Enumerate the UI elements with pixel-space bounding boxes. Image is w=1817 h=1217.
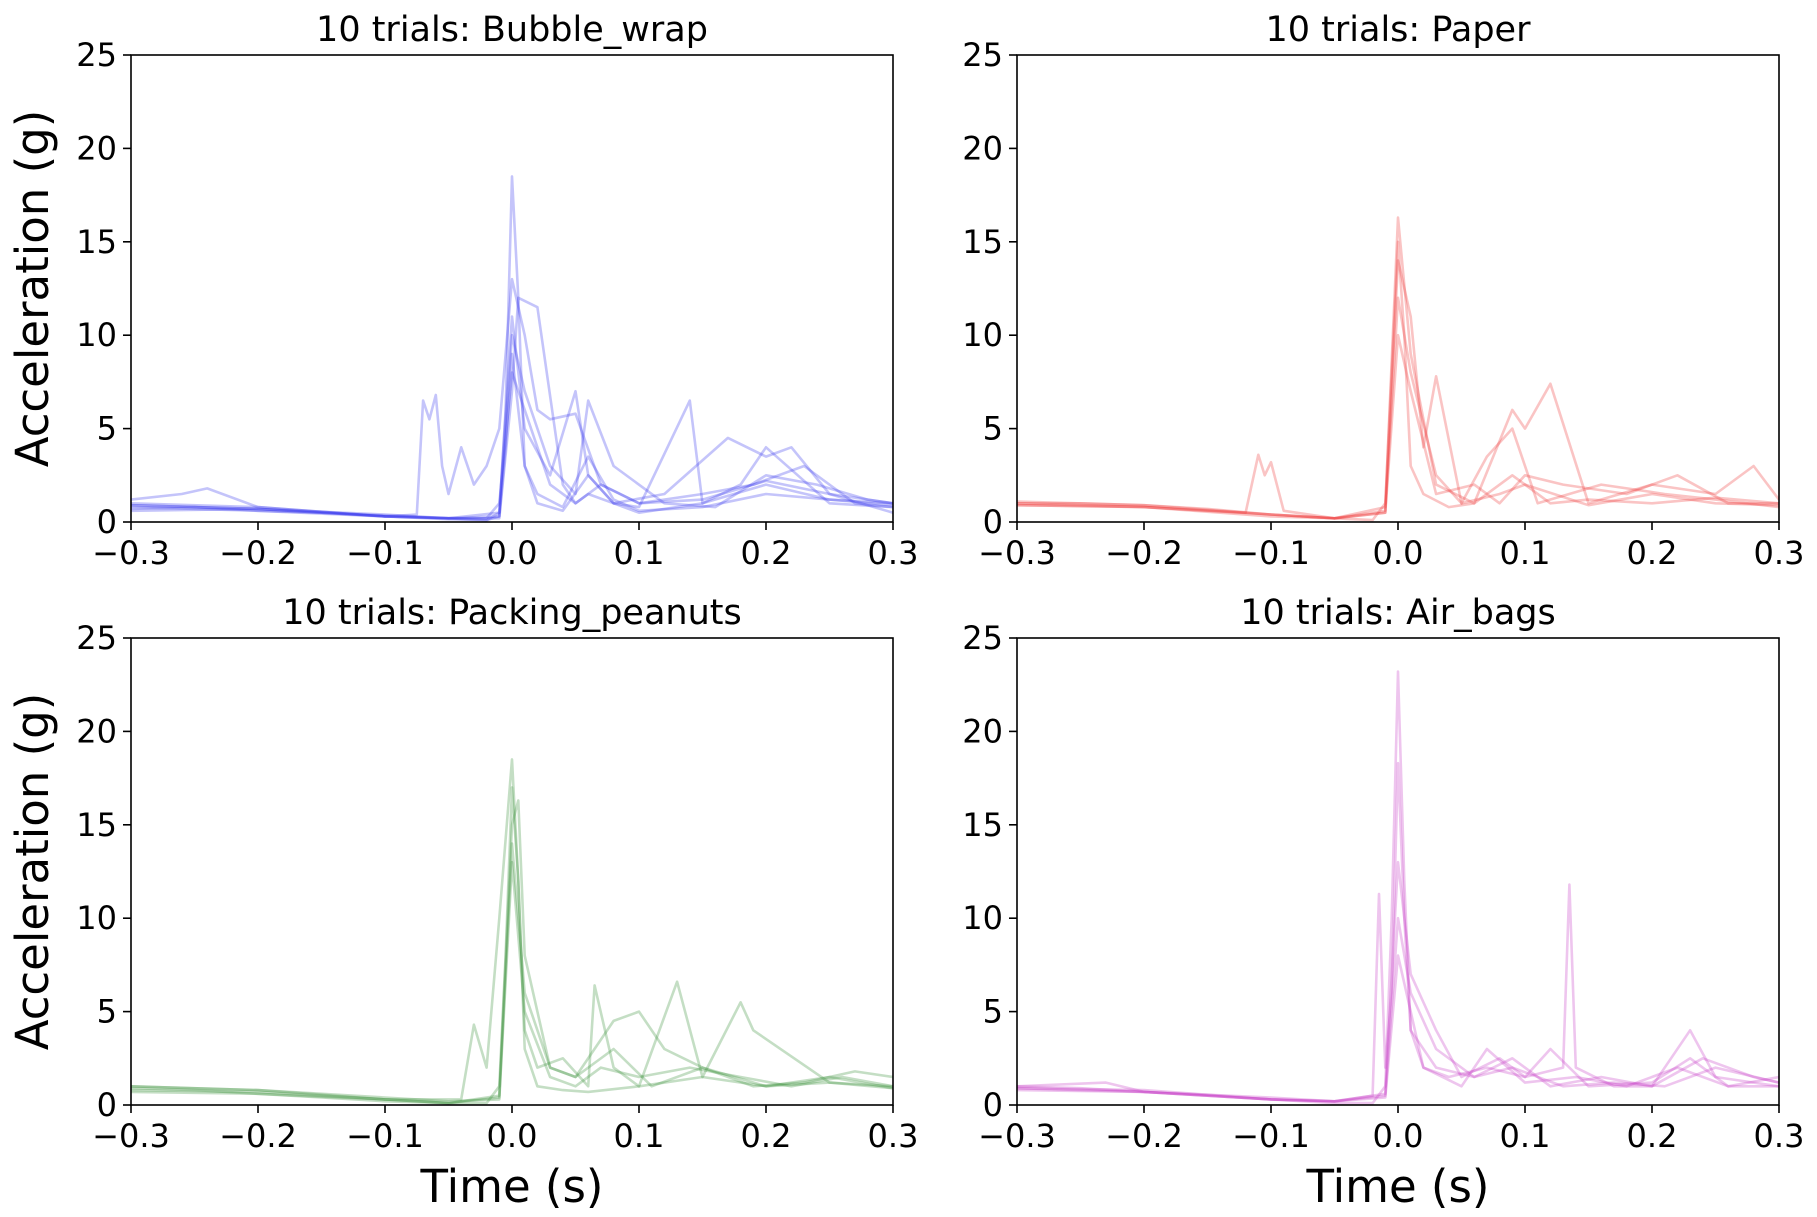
series-line-1 — [131, 786, 893, 1105]
y-tick-label: 10 — [962, 316, 1003, 354]
x-tick-label: 0.2 — [1627, 534, 1678, 572]
y-tick-label: 25 — [962, 619, 1003, 657]
series-line-2 — [131, 175, 893, 522]
series-line-4 — [131, 296, 893, 520]
x-tick-label: −0.1 — [1232, 534, 1310, 572]
panel-4: −0.3 −0.2 −0.1 0.0 0.1 0.2 0.3 0 5 10 15 20 25 10 tri… — [962, 593, 1804, 1213]
series-line-4 — [1017, 916, 1779, 1103]
x-tick-label: 0.3 — [868, 534, 919, 572]
x-tick-label: 0.2 — [741, 1117, 792, 1155]
y-tick-label: 20 — [962, 712, 1003, 750]
series-line-7 — [131, 333, 893, 520]
y-tick-label: 10 — [76, 316, 117, 354]
series-line-3 — [1017, 860, 1779, 1103]
x-tick-label: 0.2 — [1627, 1117, 1678, 1155]
y-tick-label: 0 — [97, 1086, 117, 1124]
series-line-5 — [131, 315, 893, 520]
y-tick-label: 10 — [76, 899, 117, 937]
y-tick-label: 5 — [97, 993, 117, 1031]
x-tick-label: −0.1 — [1232, 1117, 1310, 1155]
x-tick-label: −0.2 — [1105, 534, 1183, 572]
series-line-2 — [1017, 259, 1779, 520]
series-line-4 — [1017, 296, 1779, 520]
series-line-6 — [131, 371, 893, 520]
series-group — [131, 758, 893, 1105]
series-group — [1017, 216, 1779, 522]
x-tick-label: −0.1 — [346, 534, 424, 572]
x-axis-label: Time (s) — [420, 1160, 604, 1213]
y-tick-label: 0 — [97, 503, 117, 541]
series-line-5 — [131, 842, 893, 1105]
y-tick-label: 5 — [97, 410, 117, 448]
plot-frame — [1016, 54, 1780, 523]
y-tick-label: 0 — [983, 1086, 1003, 1124]
series-group — [1017, 670, 1779, 1105]
x-tick-label: −0.3 — [978, 1117, 1056, 1155]
series-line-1 — [131, 352, 893, 522]
series-line-2 — [1017, 761, 1779, 1103]
x-tick-label: −0.1 — [346, 1117, 424, 1155]
x-tick-label: 0.1 — [614, 1117, 665, 1155]
x-tick-label: −0.2 — [219, 534, 297, 572]
panel-title: 10 trials: Packing_peanuts — [282, 593, 741, 633]
panel-1: −0.3 −0.2 −0.1 0.0 0.1 0.2 0.3 0 5 10 15 20 25 10 tri… — [6, 10, 918, 572]
panel-2: −0.3 −0.2 −0.1 0.0 0.1 0.2 0.3 0 5 10 15 20 25 10 tri… — [962, 10, 1804, 572]
x-axis-label: Time (s) — [1306, 1160, 1490, 1213]
x-tick-label: 0.1 — [1500, 1117, 1551, 1155]
x-tick-label: −0.3 — [92, 534, 170, 572]
y-tick-label: 25 — [76, 36, 117, 74]
y-tick-label: 10 — [962, 899, 1003, 937]
series-line-4 — [131, 860, 893, 1103]
x-tick-label: 0.3 — [1754, 534, 1805, 572]
x-tick-label: 0.3 — [1754, 1117, 1805, 1155]
series-group — [131, 175, 893, 522]
y-tick-label: 5 — [983, 993, 1003, 1031]
x-tick-label: 0.1 — [614, 534, 665, 572]
y-tick-label: 15 — [76, 806, 117, 844]
panel-3: −0.3 −0.2 −0.1 0.0 0.1 0.2 0.3 0 5 10 15 20 25 10 tri… — [6, 593, 918, 1213]
x-tick-label: 0.0 — [487, 1117, 538, 1155]
series-line-3 — [1017, 216, 1779, 520]
y-tick-label: 25 — [76, 619, 117, 657]
x-tick-label: −0.3 — [92, 1117, 170, 1155]
x-tick-label: 0.0 — [487, 534, 538, 572]
series-line-3 — [131, 277, 893, 518]
y-tick-label: 20 — [962, 129, 1003, 167]
y-axis-label: Acceleration (g) — [6, 693, 59, 1051]
x-tick-label: 0.0 — [1373, 534, 1424, 572]
y-tick-label: 5 — [983, 410, 1003, 448]
y-tick-label: 20 — [76, 712, 117, 750]
y-tick-label: 15 — [962, 223, 1003, 261]
y-tick-label: 15 — [962, 806, 1003, 844]
y-tick-label: 25 — [962, 36, 1003, 74]
panel-title: 10 trials: Bubble_wrap — [316, 10, 708, 50]
y-tick-label: 15 — [76, 223, 117, 261]
series-line-1 — [1017, 240, 1779, 522]
panel-title: 10 trials: Paper — [1266, 10, 1532, 50]
panel-title: 10 trials: Air_bags — [1240, 593, 1556, 633]
series-line-1 — [1017, 670, 1779, 1105]
x-tick-label: 0.0 — [1373, 1117, 1424, 1155]
series-line-3 — [131, 799, 893, 1105]
x-tick-label: 0.3 — [868, 1117, 919, 1155]
x-tick-label: −0.3 — [978, 534, 1056, 572]
series-line-5 — [1017, 333, 1779, 520]
y-axis-label: Acceleration (g) — [6, 110, 59, 468]
x-tick-label: 0.2 — [741, 534, 792, 572]
x-tick-label: −0.2 — [219, 1117, 297, 1155]
y-tick-label: 20 — [76, 129, 117, 167]
series-line-5 — [1017, 954, 1779, 1103]
series-line-2 — [131, 758, 893, 1101]
y-tick-label: 0 — [983, 503, 1003, 541]
x-tick-label: −0.2 — [1105, 1117, 1183, 1155]
x-tick-label: 0.1 — [1500, 534, 1551, 572]
